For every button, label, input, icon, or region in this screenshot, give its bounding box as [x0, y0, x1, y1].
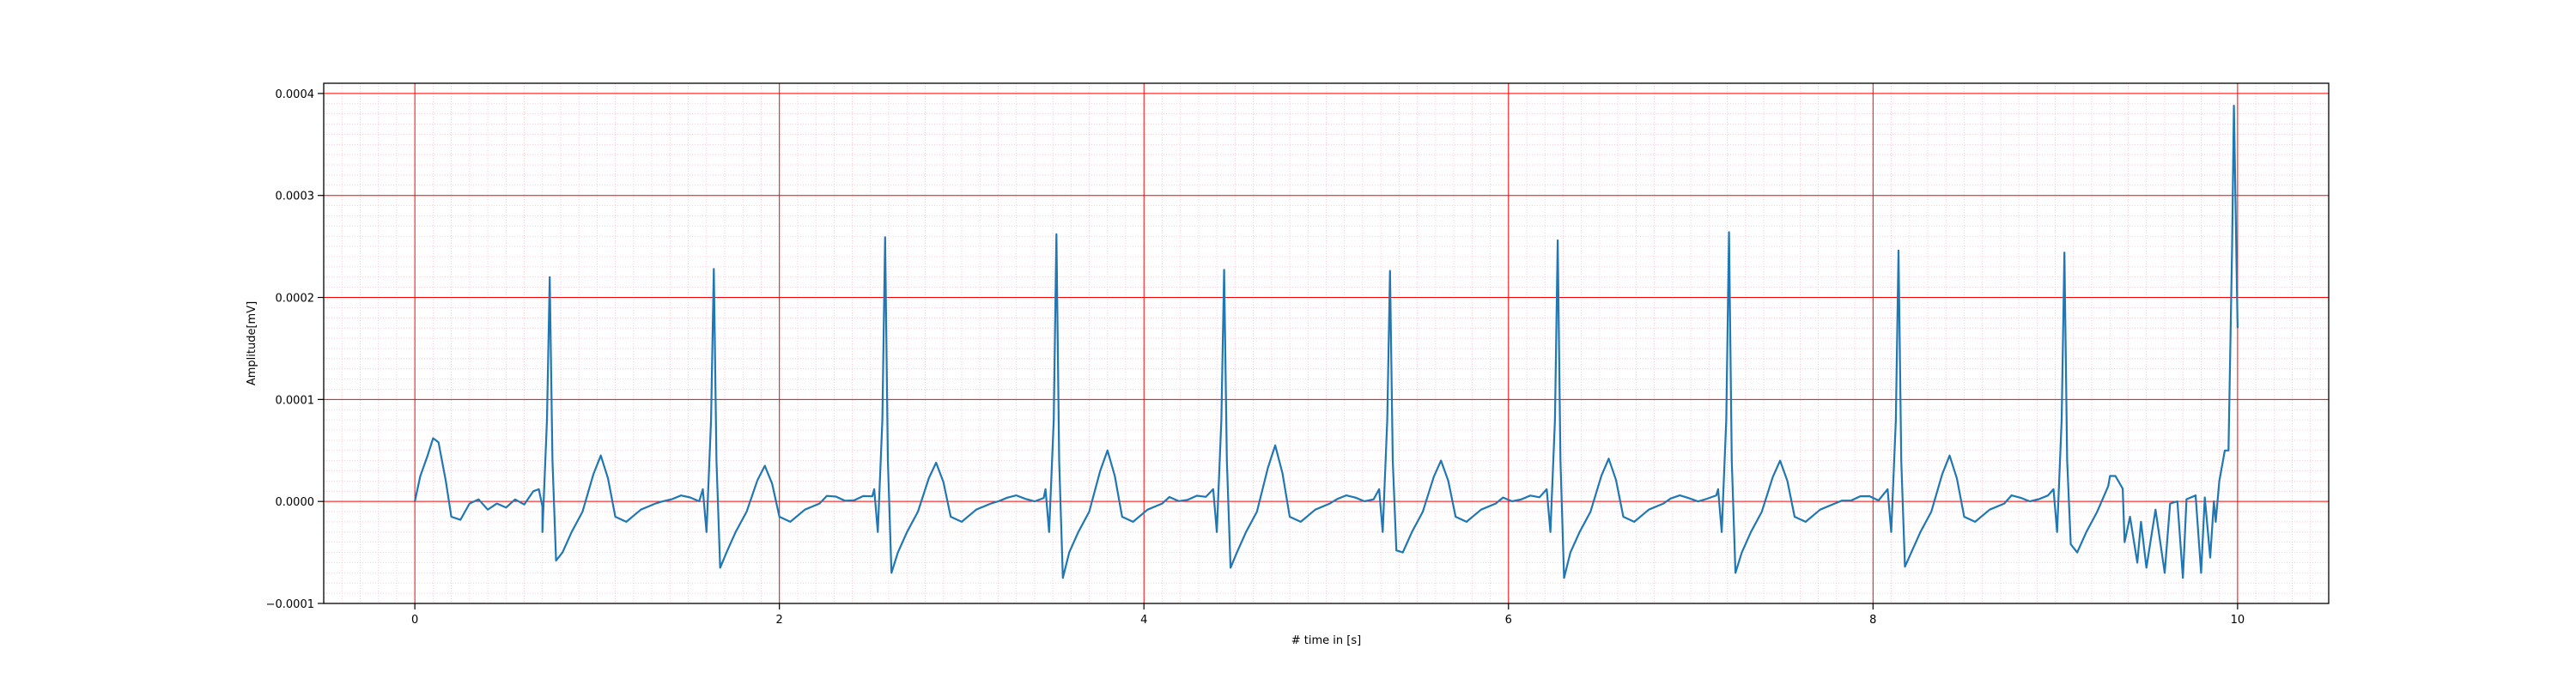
y-tick-label: 0.0001 — [276, 394, 315, 407]
plot-frame — [323, 82, 2330, 604]
ecg-series-line — [414, 105, 2239, 579]
x-tick-label: 4 — [1140, 614, 1147, 627]
y-axis-label: Amplitude[mV] — [246, 301, 258, 385]
x-axis-label: # time in [s] — [1291, 634, 1361, 647]
y-axis-ticks: −0.0001 0.0000 0.0001 0.0002 0.0003 0.0004 — [266, 88, 324, 611]
x-tick-label: 0 — [411, 614, 418, 627]
y-tick-label: 0.0004 — [276, 88, 315, 101]
y-tick-label: 0.0000 — [276, 496, 315, 509]
x-tick-label: 10 — [2231, 614, 2245, 627]
major-grid — [324, 83, 2329, 604]
x-tick-label: 8 — [1869, 614, 1876, 627]
x-tick-label: 6 — [1505, 614, 1512, 627]
x-axis-ticks: 0 2 4 6 8 10 — [411, 603, 2245, 627]
y-tick-label: −0.0001 — [266, 598, 314, 611]
y-tick-label: 0.0002 — [276, 293, 315, 306]
y-tick-label: 0.0003 — [276, 191, 315, 203]
x-tick-label: 2 — [776, 614, 783, 627]
minor-grid — [324, 82, 2330, 603]
